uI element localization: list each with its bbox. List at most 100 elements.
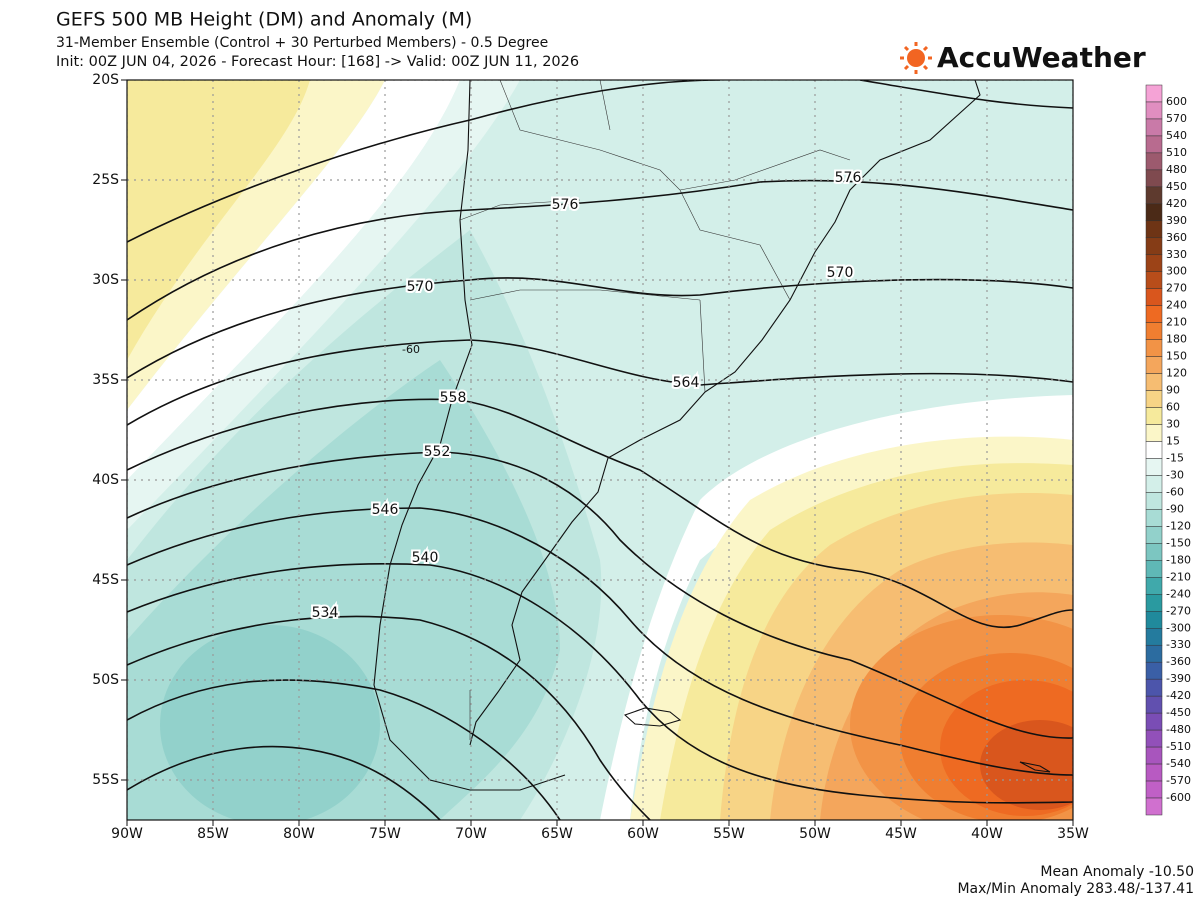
contour-label: 570 — [407, 279, 434, 295]
mean-anomaly: Mean Anomaly -10.50 — [1040, 864, 1194, 880]
contour-label: 534 — [312, 605, 339, 621]
colorbar-label: 330 — [1166, 248, 1187, 261]
subtitle: 31-Member Ensemble (Control + 30 Perturb… — [56, 35, 548, 51]
lon-tick-label: 45W — [885, 826, 917, 842]
colorbar-swatch — [1145, 118, 1163, 137]
colorbar-swatch — [1145, 322, 1163, 340]
colorbar-swatch — [1145, 356, 1163, 374]
colorbar-swatch — [1145, 492, 1163, 510]
colorbar-label: 240 — [1166, 299, 1187, 312]
colorbar-label: 30 — [1166, 418, 1180, 431]
colorbar-swatch — [1145, 509, 1163, 527]
colorbar-swatch — [1145, 441, 1163, 459]
contour-label: 546 — [372, 502, 399, 518]
lon-tick-label: 80W — [283, 826, 315, 842]
colorbar-label: 300 — [1166, 265, 1187, 278]
colorbar-label: 180 — [1166, 333, 1187, 346]
colorbar-swatch — [1145, 305, 1163, 323]
colorbar-swatch — [1145, 339, 1163, 357]
colorbar-swatch — [1145, 101, 1163, 120]
colorbar-swatch — [1145, 678, 1163, 697]
colorbar-label: 120 — [1166, 367, 1187, 380]
colorbar-swatch — [1145, 458, 1163, 476]
colorbar-swatch — [1145, 237, 1163, 256]
colorbar-label: -390 — [1166, 672, 1191, 685]
colorbar-label: 480 — [1166, 163, 1187, 176]
colorbar-swatch — [1145, 543, 1163, 561]
max-min-anomaly: Max/Min Anomaly 283.48/-137.41 — [957, 881, 1194, 897]
colorbar-label: -90 — [1166, 502, 1184, 515]
colorbar-swatch — [1145, 84, 1163, 103]
colorbar-swatch — [1145, 407, 1163, 425]
colorbar-swatch — [1145, 424, 1163, 442]
colorbar-swatch — [1145, 577, 1163, 595]
colorbar-swatch — [1145, 695, 1163, 714]
colorbar-label: -450 — [1166, 706, 1191, 719]
colorbar-swatch — [1145, 746, 1163, 765]
colorbar-swatch — [1145, 560, 1163, 578]
colorbar-swatch — [1145, 712, 1163, 731]
contour-label: 564 — [673, 375, 700, 391]
colorbar-label: 390 — [1166, 214, 1187, 227]
colorbar-label: 450 — [1166, 180, 1187, 193]
colorbar-label: -270 — [1166, 604, 1191, 617]
colorbar-label: 570 — [1166, 112, 1187, 125]
colorbar-label: 150 — [1166, 350, 1187, 363]
colorbar-label: 210 — [1166, 316, 1187, 329]
colorbar-swatch — [1145, 797, 1163, 816]
colorbar-swatch — [1145, 780, 1163, 799]
colorbar-swatch — [1145, 526, 1163, 544]
colorbar-swatch — [1145, 644, 1163, 663]
init-line: Init: 00Z JUN 04, 2026 - Forecast Hour: … — [56, 54, 579, 70]
colorbar-label: -60 — [1166, 485, 1184, 498]
colorbar-label: 510 — [1166, 146, 1187, 159]
colorbar-label: -30 — [1166, 468, 1184, 481]
colorbar-swatch — [1145, 169, 1163, 188]
colorbar-swatch — [1145, 373, 1163, 391]
colorbar-label: -180 — [1166, 553, 1191, 566]
colorbar-label: -420 — [1166, 689, 1191, 702]
colorbar-label: 540 — [1166, 129, 1187, 142]
colorbar-swatch — [1145, 594, 1163, 612]
colorbar-swatch — [1145, 390, 1163, 408]
colorbar-swatch — [1145, 254, 1163, 272]
colorbar-label: -360 — [1166, 655, 1191, 668]
contour-label: 576 — [552, 197, 579, 213]
colorbar-swatch — [1145, 203, 1163, 222]
lat-tick-label: 50S — [92, 672, 119, 688]
colorbar-swatch — [1145, 135, 1163, 154]
colorbar-swatch — [1145, 220, 1163, 239]
colorbar-label: 600 — [1166, 95, 1187, 108]
lon-tick-label: 35W — [1057, 826, 1089, 842]
colorbar-swatch — [1145, 611, 1163, 629]
colorbar-swatch — [1145, 729, 1163, 748]
lon-tick-label: 40W — [971, 826, 1003, 842]
colorbar-label: 360 — [1166, 231, 1187, 244]
colorbar-label: -150 — [1166, 536, 1191, 549]
colorbar-swatch — [1145, 288, 1163, 306]
colorbar-label: -570 — [1166, 774, 1191, 787]
logo-text: AccuWeather — [937, 41, 1146, 74]
lon-tick-label: 55W — [713, 826, 745, 842]
lon-tick-label: 65W — [541, 826, 573, 842]
colorbar-label: -210 — [1166, 570, 1191, 583]
lat-tick-label: 30S — [92, 272, 119, 288]
lat-tick-label: 45S — [92, 572, 119, 588]
colorbar-label: 420 — [1166, 197, 1187, 210]
colorbar-label: -300 — [1166, 621, 1191, 634]
colorbar-swatch — [1145, 271, 1163, 289]
lon-tick-label: 50W — [799, 826, 831, 842]
lat-tick-label: 55S — [92, 772, 119, 788]
lat-tick-label: 35S — [92, 372, 119, 388]
colorbar-swatch — [1145, 152, 1163, 171]
colorbar-swatch — [1145, 661, 1163, 680]
contour-label: 558 — [440, 390, 467, 406]
colorbar-swatch — [1145, 763, 1163, 782]
colorbar-label: 15 — [1166, 435, 1180, 448]
colorbar-label: -510 — [1166, 740, 1191, 753]
colorbar-label: -15 — [1166, 451, 1184, 464]
contour-label: 540 — [412, 550, 439, 566]
colorbar-label: -240 — [1166, 587, 1191, 600]
lon-tick-label: 85W — [197, 826, 229, 842]
logo: AccuWeather — [900, 41, 1146, 74]
